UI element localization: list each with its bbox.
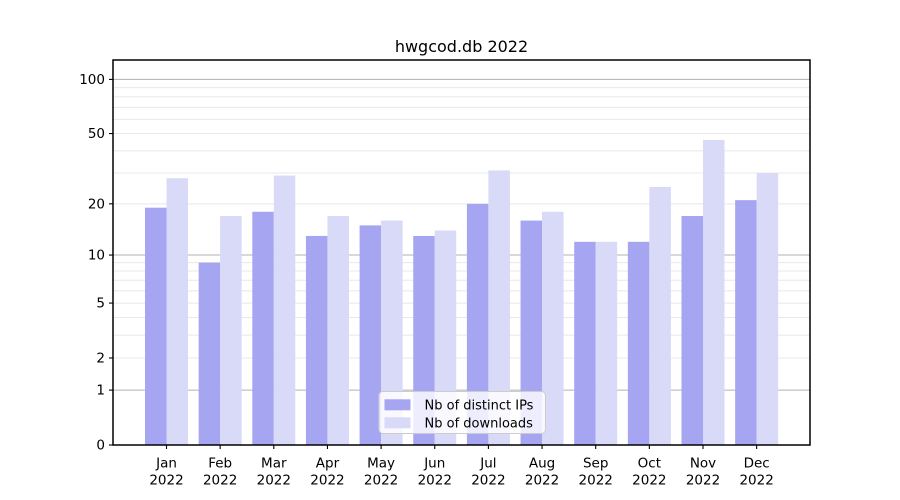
x-tick-label-year-dec-2022: 2022 [739,473,773,489]
bar-nb-of-downloads-mar-2022 [273,175,296,445]
bar-nb-of-downloads-feb-2022 [220,216,242,445]
x-tick-label-year-oct-2022: 2022 [632,473,666,489]
chart-title: hwgcod.db 2022 [395,37,528,56]
x-tick-label-month-jul-2022: Jul [479,456,496,472]
x-tick-label-month-dec-2022: Dec [744,456,770,472]
axes: 0125102050100Jan2022Feb2022Mar2022Apr202… [79,59,811,489]
x-tick-label-year-nov-2022: 2022 [686,473,720,489]
bar-nb-of-downloads-may-2022 [381,220,403,445]
bar-nb-of-downloads-oct-2022 [649,186,671,445]
x-tick-label-month-jun-2022: Jun [423,456,445,472]
legend: Nb of distinct IPs Nb of downloads [378,391,546,434]
bar-nb-of-distinct-ips-dec-2022 [735,200,757,445]
y-tick-label-100: 100 [79,72,105,88]
legend-box [378,391,546,434]
legend-label-nb-of-distinct-ips: Nb of distinct IPs [425,398,534,413]
y-tick-label-10: 10 [88,248,105,264]
axes-spines [112,59,811,446]
bar-nb-of-distinct-ips-jul-2022 [466,203,489,445]
bar-nb-of-downloads-nov-2022 [703,140,725,446]
x-tick-label-month-oct-2022: Oct [638,456,661,472]
bar-nb-of-distinct-ips-oct-2022 [627,241,650,445]
bar-nb-of-downloads-jul-2022 [488,170,510,446]
bar-nb-of-distinct-ips-jan-2022 [145,207,167,445]
legend-label-nb-of-downloads: Nb of downloads [425,416,534,431]
bar-nb-of-distinct-ips-nov-2022 [681,216,703,445]
x-tick-label-year-feb-2022: 2022 [203,473,237,489]
bar-nb-of-downloads-dec-2022 [756,172,779,445]
x-tick-label-year-jun-2022: 2022 [418,473,452,489]
x-tick-label-year-sep-2022: 2022 [579,473,613,489]
x-tick-label-year-aug-2022: 2022 [525,473,559,489]
x-tick-label-month-may-2022: May [367,456,395,472]
y-tick-label-20: 20 [88,196,105,212]
legend-swatch-nb-of-distinct-ips [384,399,411,411]
x-tick-label-month-jan-2022: Jan [155,456,177,472]
bar-nb-of-distinct-ips-aug-2022 [520,220,543,445]
bar-nb-of-distinct-ips-feb-2022 [198,262,221,445]
x-tick-label-month-mar-2022: Mar [261,456,287,472]
bar-nb-of-distinct-ips-sep-2022 [574,241,596,445]
bar-nb-of-distinct-ips-apr-2022 [305,235,328,445]
x-tick-label-year-may-2022: 2022 [364,473,398,489]
x-tick-label-month-nov-2022: Nov [690,456,716,472]
bar-nb-of-distinct-ips-may-2022 [359,225,382,445]
bar-nb-of-downloads-aug-2022 [542,211,564,445]
legend-swatch-nb-of-downloads [384,417,411,429]
x-tick-label-year-jul-2022: 2022 [471,473,505,489]
x-tick-label-month-apr-2022: Apr [316,456,340,472]
x-tick-label-year-apr-2022: 2022 [310,473,344,489]
x-tick-label-year-jan-2022: 2022 [149,473,183,489]
y-tick-label-50: 50 [88,126,105,142]
bar-nb-of-downloads-jan-2022 [166,178,188,445]
bar-nb-of-downloads-sep-2022 [595,241,618,445]
bar-nb-of-distinct-ips-mar-2022 [252,211,274,445]
x-tick-label-month-feb-2022: Feb [208,456,232,472]
x-tick-label-year-mar-2022: 2022 [257,473,291,489]
y-tick-label-2: 2 [96,350,105,366]
bar-nb-of-downloads-apr-2022 [327,216,349,445]
y-tick-label-0: 0 [96,438,105,454]
x-tick-label-month-aug-2022: Aug [529,456,555,472]
y-tick-label-5: 5 [96,296,105,312]
x-tick-label-month-sep-2022: Sep [583,456,608,472]
y-tick-label-1: 1 [96,383,105,399]
